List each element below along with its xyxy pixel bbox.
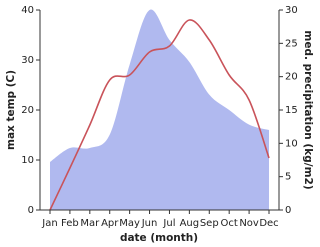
x-tick-label: Oct — [221, 218, 238, 229]
y-tick-label: 10 — [21, 155, 34, 166]
y-tick-label: 30 — [21, 55, 34, 66]
y2-axis-label: med. precipitation (kg/m2) — [302, 30, 314, 189]
precipitation-area — [50, 9, 269, 211]
x-tick-label: Sep — [200, 218, 219, 229]
y2-tick-label: 30 — [285, 5, 298, 16]
x-tick-label: May — [119, 218, 140, 229]
x-tick-label: Nov — [239, 218, 259, 229]
temperature-line — [49, 19, 270, 211]
x-tick-label: Jul — [162, 218, 175, 229]
x-tick-label: Apr — [101, 218, 119, 229]
x-axis-label: date (month) — [120, 232, 198, 244]
x-tick-label: Aug — [180, 218, 200, 229]
y2-tick-label: 20 — [285, 72, 298, 83]
x-tick-label: Dec — [259, 218, 278, 229]
x-tick-label: Mar — [80, 218, 100, 229]
y2-tick-label: 15 — [285, 105, 298, 116]
y2-tick-label: 5 — [285, 172, 291, 183]
y2-tick-label: 0 — [285, 205, 291, 216]
y-axis-label: max temp (C) — [5, 70, 17, 150]
x-tick-label: Feb — [61, 218, 79, 229]
y2-tick-label: 10 — [285, 138, 298, 149]
y-tick-label: 0 — [28, 205, 34, 216]
y-tick-label: 20 — [21, 105, 34, 116]
y-tick-label: 40 — [21, 5, 34, 16]
x-tick-label: Jan — [41, 218, 57, 229]
x-tick-label: Jun — [141, 218, 158, 229]
y2-tick-label: 25 — [285, 38, 298, 49]
